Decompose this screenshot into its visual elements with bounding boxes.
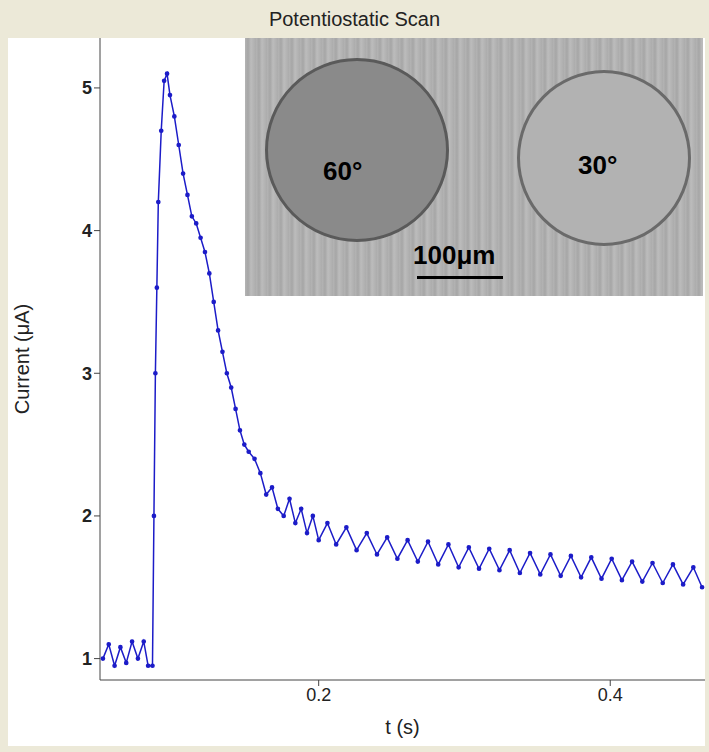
html-text:60°: 60° bbox=[323, 156, 363, 186]
html-text:Potentiostatic Scan: Potentiostatic Scan bbox=[268, 7, 441, 30]
svg-text:4: 4 bbox=[82, 221, 92, 241]
svg-text:0.2: 0.2 bbox=[306, 685, 331, 705]
svg-text:5: 5 bbox=[82, 78, 92, 98]
svg-text:Current (μA): Current (μA) bbox=[11, 304, 33, 414]
svg-text:0.4: 0.4 bbox=[598, 685, 623, 705]
html-text:30°: 30° bbox=[578, 150, 618, 180]
svg-text:t (s): t (s) bbox=[385, 716, 419, 738]
svg-text:3: 3 bbox=[82, 364, 92, 384]
svg-text:2: 2 bbox=[82, 506, 92, 526]
html-text:100μm: 100μm bbox=[413, 240, 496, 270]
svg-text:1: 1 bbox=[82, 649, 92, 669]
